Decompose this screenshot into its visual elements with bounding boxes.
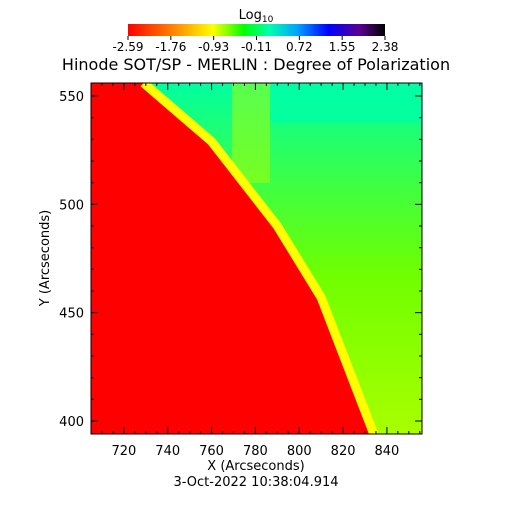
colorbar-gradient (128, 24, 385, 36)
colorbar-tick-label: -0.11 (241, 40, 272, 54)
y-axis-ticks: 400 450 500 550 (59, 90, 422, 430)
y-tick-label: 500 (59, 198, 84, 213)
y-tick-label: 400 (59, 415, 84, 430)
x-tick-label: 820 (331, 444, 356, 459)
colorbar-tick-label: 2.38 (372, 40, 399, 54)
x-axis-label: X (Arcseconds) (207, 459, 304, 474)
x-axis-ticks: 720 740 760 780 800 820 840 (101, 83, 421, 459)
plot-area (91, 83, 422, 434)
colorbar-ticks: -2.59 -1.76 -0.93 -0.11 0.72 1.55 2.38 (112, 36, 398, 54)
x-tick-label: 720 (111, 444, 136, 459)
plot-frame (90, 82, 423, 435)
upper-offlimb-region (270, 83, 422, 123)
colorbar-label: Log10 (239, 8, 274, 25)
colorbar-tick-label: -2.59 (112, 40, 143, 54)
colorbar-tick-label: 1.55 (329, 40, 356, 54)
chart-title: Hinode SOT/SP - MERLIN : Degree of Polar… (62, 55, 450, 74)
x-tick-label: 760 (199, 444, 224, 459)
disk-region (91, 83, 374, 434)
bright-column (232, 83, 270, 183)
y-tick-label: 450 (59, 307, 84, 322)
colorbar-tick-label: -0.93 (198, 40, 229, 54)
y-axis-label: Y (Arcseconds) (38, 210, 53, 307)
colorbar-tick-label: -1.76 (155, 40, 186, 54)
colorbar-tick-label: 0.72 (286, 40, 313, 54)
x-tick-label: 800 (287, 444, 312, 459)
x-tick-label: 780 (243, 444, 268, 459)
y-tick-label: 550 (59, 90, 84, 105)
limb-edge (140, 83, 378, 434)
colorbar: Log10 -2.59 -1.76 -0.93 -0.11 0.72 1.55 2.38 (112, 8, 398, 54)
x-tick-label: 740 (155, 444, 180, 459)
timestamp: 3-Oct-2022 10:38:04.914 (173, 475, 338, 490)
x-tick-label: 840 (375, 444, 400, 459)
